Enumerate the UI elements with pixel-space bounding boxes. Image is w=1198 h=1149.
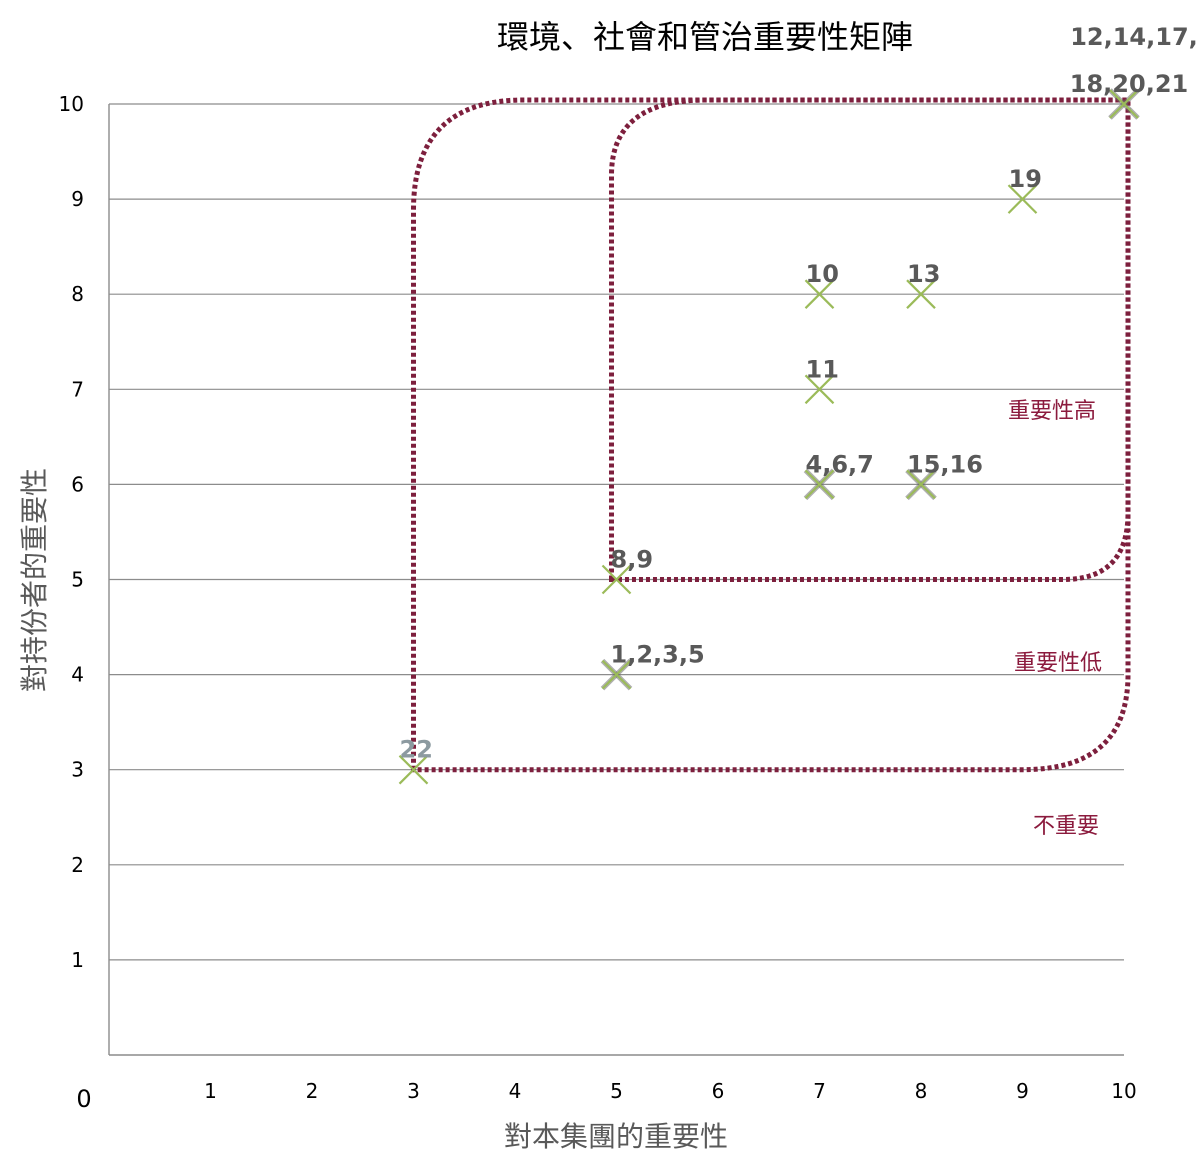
data-point-4: 11 <box>804 355 839 405</box>
y-axis-label: 對持份者的重要性 <box>18 468 51 692</box>
y-tick-10: 10 <box>59 92 84 116</box>
point-label-8: 1,2,3,5 <box>611 641 705 669</box>
region-label-2: 不重要 <box>1033 814 1099 839</box>
y-tick-1: 1 <box>71 948 84 972</box>
data-point-0: 12,14,17, 18,20,21 <box>1070 23 1198 120</box>
y-tick-7: 7 <box>71 377 84 401</box>
region-boundary-low <box>411 97 1131 773</box>
point-label-1: 19 <box>1009 165 1042 193</box>
x-tick-1: 1 <box>204 1079 217 1103</box>
point-label-9: 22 <box>400 736 433 764</box>
point-label-2: 10 <box>806 260 839 288</box>
region-boundary-high <box>609 97 1131 582</box>
point-label-6: 15,16 <box>907 450 983 478</box>
x-tick-6: 6 <box>712 1079 725 1103</box>
point-label-0-line2: 18,20,21 <box>1070 70 1188 98</box>
x-tick-10: 10 <box>1111 1079 1136 1103</box>
x-tick-5: 5 <box>610 1079 623 1103</box>
data-point-6: 15,16 <box>905 450 983 501</box>
point-label-0: 12,14,17, <box>1070 23 1198 51</box>
marker-stroke-b <box>906 279 936 309</box>
x-tick-2: 2 <box>306 1079 319 1103</box>
x-tick-4: 4 <box>509 1079 522 1103</box>
x-tick-7: 7 <box>813 1079 826 1103</box>
data-point-3: 13 <box>906 260 940 309</box>
origin-label: 0 <box>76 1085 91 1113</box>
y-tick-2: 2 <box>71 853 84 877</box>
y-tick-4: 4 <box>71 663 84 687</box>
marker-stroke-b <box>906 469 936 500</box>
marker-stroke-b <box>1109 89 1139 119</box>
y-tick-5: 5 <box>71 568 84 592</box>
marker-stroke-b <box>601 659 632 690</box>
marker-stroke-b <box>398 754 429 785</box>
y-tick-9: 9 <box>71 187 84 211</box>
marker-stroke-b <box>601 564 632 595</box>
data-points: 12,14,17, 18,20,21 19 10 13 11 4,6,7 15,16 8,9 1,… <box>398 23 1198 785</box>
region-label-1: 重要性低 <box>1014 651 1102 676</box>
marker-stroke-b <box>1007 184 1038 214</box>
point-label-4: 11 <box>806 355 839 383</box>
data-point-5: 4,6,7 <box>803 450 874 501</box>
x-tick-8: 8 <box>915 1079 928 1103</box>
x-axis-label: 對本集團的重要性 <box>504 1120 728 1149</box>
y-tick-3: 3 <box>71 758 84 782</box>
y-tick-6: 6 <box>71 472 84 496</box>
data-point-7: 8,9 <box>601 546 654 595</box>
chart-title: 環境、社會和管治重要性矩陣 <box>497 18 913 56</box>
data-point-8: 1,2,3,5 <box>600 641 705 691</box>
marker-stroke-b <box>804 279 835 309</box>
data-point-1: 19 <box>1007 165 1042 214</box>
marker-stroke-b <box>804 469 835 500</box>
region-label-0: 重要性高 <box>1008 399 1096 424</box>
data-point-9: 22 <box>398 736 433 785</box>
marker-stroke-b <box>804 374 835 405</box>
axis-ticks: 1 2 3 4 5 6 7 8 9 10 1 2 3 4 5 6 7 8 9 10 <box>59 92 1137 1103</box>
data-point-2: 10 <box>804 260 839 309</box>
point-label-3: 13 <box>907 260 940 288</box>
point-label-5: 4,6,7 <box>806 450 874 478</box>
x-tick-9: 9 <box>1016 1079 1029 1103</box>
point-label-7: 8,9 <box>611 546 654 574</box>
x-tick-3: 3 <box>407 1079 420 1103</box>
y-tick-8: 8 <box>71 282 84 306</box>
